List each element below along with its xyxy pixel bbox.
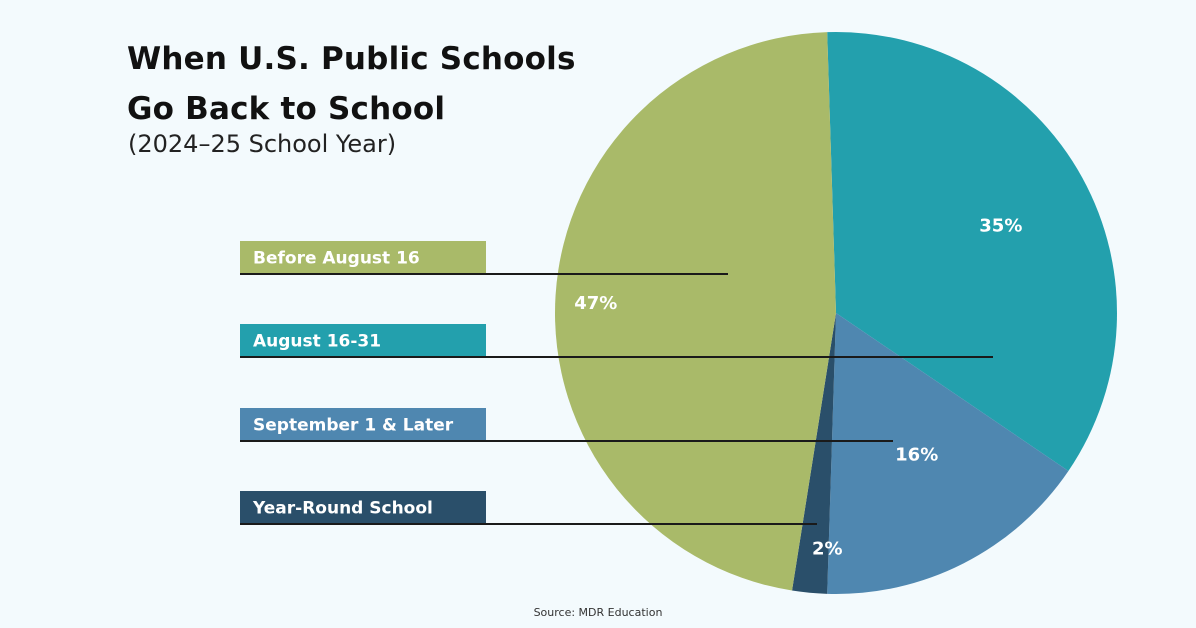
pie-value-labels: 47% 35% 16% 2% <box>574 215 1022 559</box>
slice-value-label-2: 35% <box>979 215 1022 236</box>
slice-value-label-4: 2% <box>812 539 843 560</box>
legend-label-3: September 1 & Later <box>253 416 454 436</box>
legend-label-4: Year-Round School <box>252 499 433 519</box>
chart-title-line-1: When U.S. Public Schools <box>127 41 576 77</box>
legend-label-1: Before August 16 <box>253 249 420 269</box>
legend-swatch-2 <box>240 324 486 357</box>
pie-chart: 47% 35% 16% 2% Before August 16 August 16-31… <box>240 31 1117 594</box>
slice-value-label-1: 47% <box>574 293 617 314</box>
pie-slice-3 <box>827 313 1069 594</box>
legend: Before August 16 August 16-31 September 1 … <box>240 241 993 525</box>
pie-slice-2 <box>827 31 1117 471</box>
legend-label-2: August 16-31 <box>253 332 381 352</box>
chart-subtitle: (2024–25 School Year) <box>128 130 397 158</box>
legend-item-3: September 1 & Later <box>240 408 893 442</box>
pie-slices <box>555 31 1117 594</box>
legend-swatch-1 <box>240 241 486 274</box>
legend-swatch-4 <box>240 491 486 524</box>
legend-item-4: Year-Round School <box>240 491 817 525</box>
legend-item-1: Before August 16 <box>240 241 728 275</box>
chart-title-line-2: Go Back to School <box>127 91 446 127</box>
legend-item-2: August 16-31 <box>240 324 993 358</box>
source-text: Source: MDR Education <box>533 606 663 619</box>
slice-value-label-3: 16% <box>895 445 938 466</box>
chart-title: When U.S. Public Schools Go Back to Scho… <box>127 34 576 134</box>
source-note: Source: MDR Education <box>0 606 1196 619</box>
pie-slice-1 <box>555 32 836 591</box>
legend-swatch-3 <box>240 408 486 441</box>
